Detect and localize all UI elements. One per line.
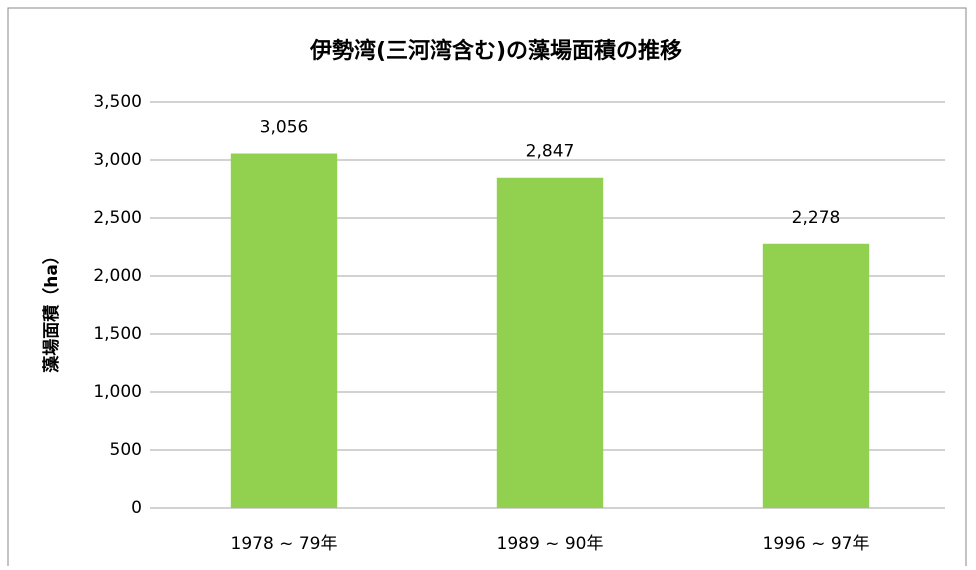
x-tick-label: 1978 ~ 79年 <box>231 534 338 554</box>
bar <box>496 177 604 509</box>
value-label: 3,056 <box>260 118 309 138</box>
x-tick-label: 1996 ~ 97年 <box>763 534 870 554</box>
y-tick-label: 1,500 <box>93 324 142 344</box>
value-label: 2,847 <box>526 142 575 162</box>
chart-title: 伊勢湾(三河湾含む)の藻場面積の推移 <box>309 38 682 64</box>
y-axis-label: 藻場面積（ha） <box>41 247 62 373</box>
y-tick-label: 1,000 <box>93 382 142 402</box>
y-tick-label: 0 <box>131 498 142 518</box>
value-label: 2,278 <box>792 208 841 228</box>
bar <box>762 243 870 508</box>
y-tick-label: 2,500 <box>93 208 142 228</box>
y-tick-label: 2,000 <box>93 266 142 286</box>
x-tick-label: 1989 ~ 90年 <box>497 534 604 554</box>
y-tick-label: 3,500 <box>93 92 142 112</box>
y-tick-label: 3,000 <box>93 150 142 170</box>
y-tick-label: 500 <box>110 440 142 460</box>
bar <box>230 153 338 508</box>
